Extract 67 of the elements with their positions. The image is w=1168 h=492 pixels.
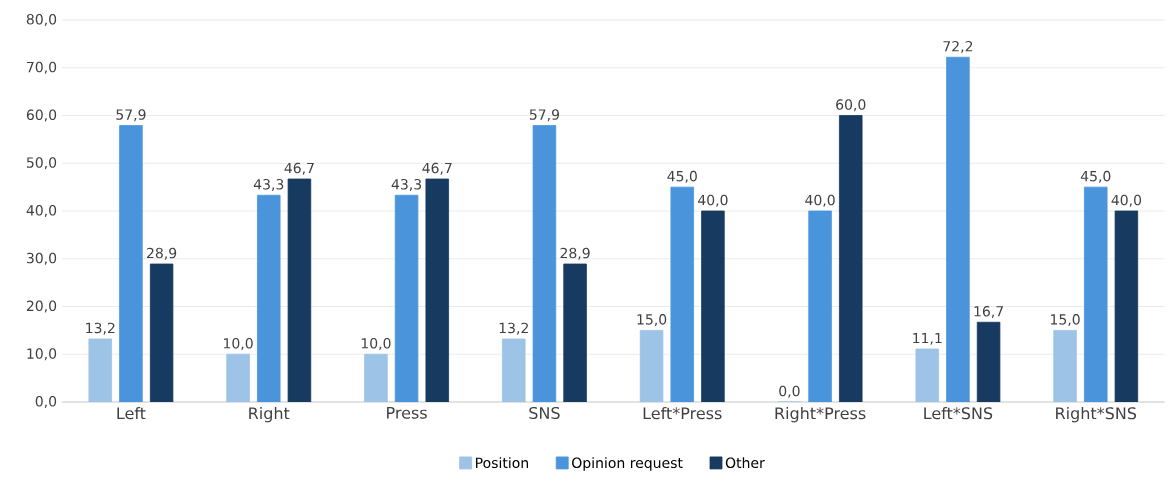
data-label: 57,9 — [529, 109, 560, 122]
bar — [915, 348, 939, 402]
bar — [532, 125, 557, 402]
data-label: 13,2 — [86, 322, 115, 335]
bar — [946, 56, 970, 402]
x-tick-label: Left*SNS — [924, 406, 993, 420]
data-label: 16,7 — [974, 305, 1003, 318]
legend-label: Opinion request — [572, 457, 683, 471]
data-label: 72,2 — [943, 40, 973, 53]
data-label: 45,0 — [1080, 170, 1111, 183]
bar — [287, 178, 312, 402]
bar — [563, 263, 587, 402]
data-label: 40,0 — [805, 194, 835, 207]
y-tick-label: 0,0 — [35, 395, 57, 409]
bar — [1114, 210, 1139, 402]
y-tick-label: 40,0 — [26, 204, 57, 218]
bar — [808, 210, 832, 402]
data-label: 45,0 — [667, 170, 697, 183]
x-tick-label: Left*Press — [643, 406, 722, 420]
bar — [839, 115, 863, 402]
x-tick-label: SNS — [529, 406, 560, 420]
data-label: 28,9 — [147, 247, 177, 260]
data-label: 10,0 — [224, 337, 253, 350]
legend-label: Position — [476, 457, 528, 469]
y-tick-label: 50,0 — [26, 157, 57, 170]
bar — [976, 321, 1001, 402]
x-tick-label: Right — [249, 406, 290, 423]
data-label: 46,7 — [422, 162, 452, 175]
y-tick-label: 70,0 — [27, 61, 57, 74]
data-label: 13,2 — [499, 322, 528, 335]
bar — [502, 338, 526, 402]
data-label: 15,0 — [637, 314, 667, 327]
bar — [149, 263, 174, 402]
bar — [364, 353, 388, 402]
legend-label: Other — [725, 457, 765, 469]
bar — [119, 125, 143, 402]
data-label: 43,3 — [253, 178, 284, 191]
y-tick-label: 30,0 — [26, 252, 57, 265]
data-label: 40,0 — [698, 194, 728, 207]
data-label: 0,0 — [779, 385, 800, 398]
bar — [670, 186, 694, 402]
data-label: 10,0 — [361, 337, 391, 350]
bar — [425, 178, 449, 402]
bar — [226, 353, 250, 402]
bar — [701, 210, 725, 402]
x-tick-label: Left — [117, 406, 146, 420]
bar — [639, 329, 664, 402]
x-tick-label: Press — [387, 406, 427, 419]
data-label: 40,0 — [1111, 194, 1142, 207]
data-label: 46,7 — [284, 162, 314, 175]
y-tick-label: 60,0 — [26, 109, 57, 122]
y-tick-label: 10,0 — [27, 348, 57, 361]
data-label: 11,1 — [913, 332, 942, 345]
x-tick-label: Right*SNS — [1056, 406, 1137, 423]
data-label: 60,0 — [836, 99, 866, 112]
y-tick-label: 20,0 — [26, 300, 57, 313]
data-label: 43,3 — [391, 178, 422, 191]
bar — [394, 194, 419, 402]
bar — [88, 338, 112, 402]
bar — [257, 194, 281, 402]
data-label: 28,9 — [560, 247, 590, 260]
bar — [1053, 329, 1077, 402]
y-tick-label: 80,0 — [26, 13, 57, 26]
data-label: 57,9 — [116, 109, 146, 122]
data-label: 15,0 — [1051, 314, 1080, 327]
bar — [1084, 186, 1108, 402]
x-tick-label: Right*Press — [775, 406, 866, 423]
